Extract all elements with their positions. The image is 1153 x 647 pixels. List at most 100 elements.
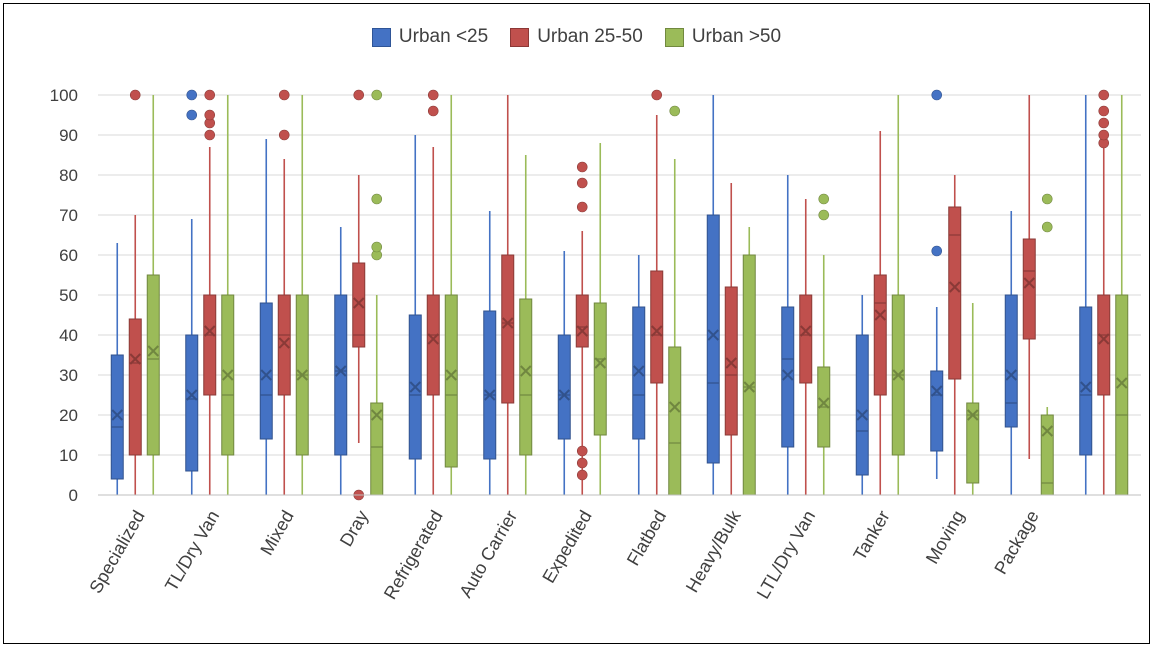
box-0-12 (1004, 211, 1018, 495)
box-2-5 (519, 155, 533, 495)
box-1-2 (277, 89, 291, 495)
legend-item-urban-over-50[interactable]: Urban >50 (664, 26, 781, 48)
mean-marker (558, 389, 570, 401)
outlier-point (1041, 193, 1053, 205)
legend-swatch-urban-over-50 (664, 27, 684, 47)
legend-swatch-urban-25-50 (510, 27, 530, 47)
box-2-13 (1115, 95, 1129, 496)
outlier-point (651, 89, 663, 101)
x-category-label: Mixed (256, 507, 297, 559)
x-category-label: Dray (336, 507, 372, 550)
box (483, 310, 497, 460)
box-1-0 (128, 89, 142, 495)
box-0-7 (632, 255, 646, 495)
mean-marker (669, 401, 681, 413)
box (1022, 238, 1036, 340)
mean-marker (520, 365, 532, 377)
legend-item-urban-under-25[interactable]: Urban <25 (371, 26, 488, 48)
box (277, 294, 291, 396)
mean-marker (111, 409, 123, 421)
mean-marker (353, 297, 365, 309)
box (370, 402, 384, 496)
outlier-point (576, 201, 588, 213)
box-1-11 (948, 175, 962, 495)
outlier-point (353, 89, 365, 101)
box-0-1 (185, 89, 199, 495)
box-2-7 (668, 105, 682, 496)
x-category-label: Expedited (538, 507, 595, 586)
outlier-point (1098, 105, 1110, 117)
box-1-9 (799, 199, 813, 495)
box (203, 294, 217, 396)
mean-marker (484, 389, 496, 401)
y-tick-label: 50 (59, 286, 78, 305)
box (873, 274, 887, 396)
outlier-point (427, 89, 439, 101)
box (185, 334, 199, 472)
x-axis: Specialized TL/Dry Van Mixed Dray Refrigerat… (85, 494, 1141, 603)
outlier-point (371, 193, 383, 205)
mean-marker (892, 369, 904, 381)
y-tick-label: 40 (59, 326, 78, 345)
box (575, 294, 589, 348)
mean-marker (1041, 425, 1053, 437)
x-category-label: TL/Dry Van (161, 507, 223, 595)
y-tick-label: 30 (59, 366, 78, 385)
mean-marker (1116, 377, 1128, 389)
y-tick-label: 100 (50, 86, 78, 105)
gridlines (98, 94, 1141, 496)
mean-marker (818, 397, 830, 409)
outlier-point (371, 89, 383, 101)
mean-marker (204, 325, 216, 337)
box-1-6 (575, 161, 589, 495)
box-0-8 (706, 95, 720, 495)
box-1-8 (724, 183, 738, 495)
y-tick-label: 0 (69, 486, 78, 505)
y-tick-label: 60 (59, 246, 78, 265)
mean-marker (502, 317, 514, 329)
x-category-label: Heavy/Bulk (682, 506, 745, 596)
box-2-12 (1040, 193, 1054, 496)
mean-marker (743, 381, 755, 393)
box-1-3 (352, 89, 366, 501)
legend-item-urban-25-50[interactable]: Urban 25-50 (510, 26, 643, 48)
mean-marker (633, 365, 645, 377)
x-category-label: Specialized (85, 507, 148, 597)
box-2-6 (593, 143, 607, 495)
outlier-point (186, 109, 198, 121)
mean-marker (260, 369, 272, 381)
box-2-3 (370, 89, 384, 496)
mean-marker (1080, 381, 1092, 393)
outlier-point (1098, 129, 1110, 141)
mean-marker (129, 353, 141, 365)
x-category-label: Auto Carrier (455, 507, 521, 601)
outlier-point (576, 457, 588, 469)
box (501, 254, 515, 404)
mean-marker (409, 381, 421, 393)
mean-marker (278, 337, 290, 349)
box (1004, 294, 1018, 428)
box (781, 306, 795, 448)
y-tick-label: 20 (59, 406, 78, 425)
x-category-label: Refrigerated (380, 507, 447, 603)
box (668, 346, 682, 496)
outlier-point (1098, 89, 1110, 101)
box-0-3 (334, 227, 348, 495)
outlier-point (818, 193, 830, 205)
x-category-label: Package (990, 507, 1042, 578)
box (128, 318, 142, 456)
x-category-label: Flatbed (623, 507, 670, 569)
box (259, 302, 273, 440)
mean-marker (1005, 369, 1017, 381)
box (799, 294, 813, 384)
outlier-point (427, 105, 439, 117)
box (742, 254, 756, 496)
outlier-point (204, 129, 216, 141)
plot-area (110, 89, 1129, 501)
box-2-0 (146, 95, 160, 495)
box (632, 306, 646, 440)
box (930, 370, 944, 452)
box-2-1 (221, 95, 235, 495)
y-tick-label: 70 (59, 206, 78, 225)
